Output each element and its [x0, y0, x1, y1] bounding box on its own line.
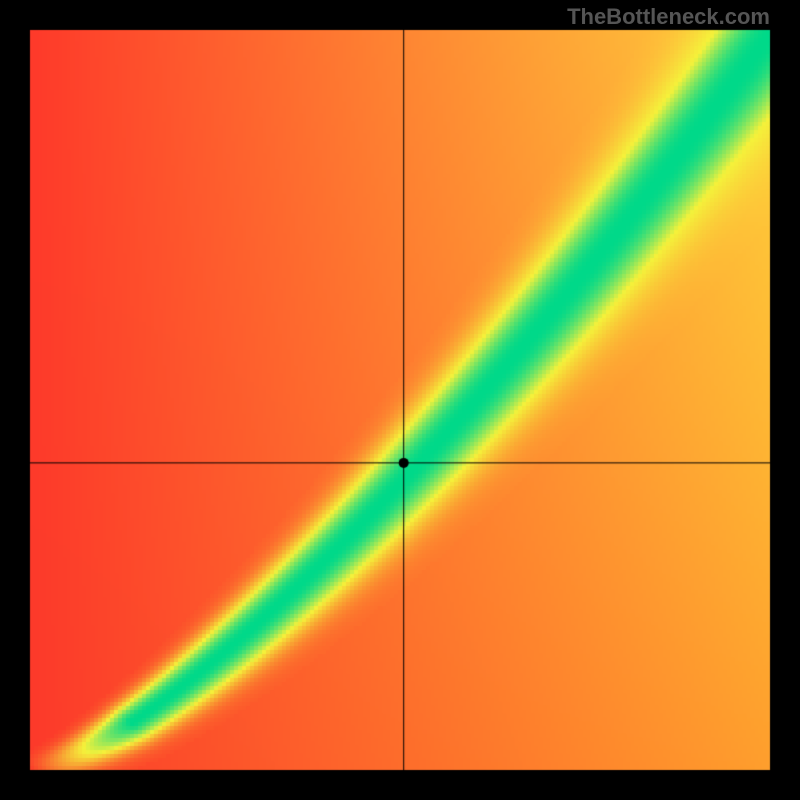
chart-container: TheBottleneck.com [0, 0, 800, 800]
bottleneck-heatmap [0, 0, 800, 800]
watermark-text: TheBottleneck.com [567, 4, 770, 30]
